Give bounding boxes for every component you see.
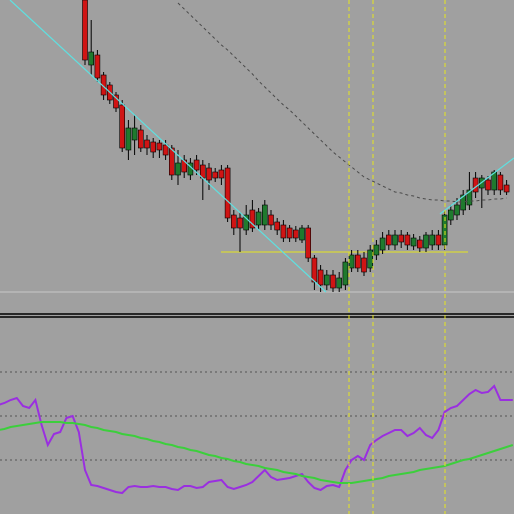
- candle-body: [485, 179, 491, 191]
- candle-body: [491, 171, 498, 191]
- candle-body: [379, 237, 386, 251]
- candle-body: [299, 227, 305, 241]
- candle-body: [429, 234, 436, 246]
- candle-body: [342, 261, 349, 286]
- candle-body: [503, 184, 510, 193]
- candle-body: [286, 227, 293, 239]
- candle-body: [336, 277, 343, 289]
- candle-body: [119, 104, 125, 149]
- candle-body: [305, 227, 312, 259]
- candle-body: [131, 127, 138, 141]
- candle-body: [224, 167, 231, 219]
- candle-body: [423, 234, 429, 249]
- candle-body: [354, 254, 361, 269]
- candle-body: [330, 274, 336, 289]
- candle-body: [280, 224, 287, 239]
- trend-line: [9, 0, 327, 293]
- candle-body: [348, 254, 355, 269]
- candle-body: [237, 217, 243, 229]
- candle-body: [416, 239, 423, 249]
- candle-body: [169, 147, 175, 176]
- indicator-line: [0, 421, 514, 484]
- candle-body: [255, 211, 262, 226]
- candle-body: [100, 74, 107, 96]
- candle-body: [125, 127, 132, 151]
- candle-body: [212, 171, 218, 179]
- candle-body: [193, 159, 200, 171]
- candle-body: [249, 209, 256, 229]
- candle-body: [113, 94, 119, 109]
- candle-body: [156, 142, 163, 151]
- candle-body: [144, 139, 150, 149]
- candle-body: [82, 0, 88, 61]
- candle-body: [323, 274, 330, 286]
- candle-body: [466, 189, 473, 206]
- candle-body: [497, 174, 504, 191]
- candle-body: [175, 162, 181, 176]
- candle-body: [447, 209, 454, 221]
- candle-body: [261, 204, 268, 226]
- candle-body: [150, 141, 156, 153]
- candle-body: [138, 129, 144, 149]
- indicator-line: [0, 384, 513, 495]
- candle-body: [317, 269, 324, 286]
- candle-body: [274, 221, 281, 231]
- candle-body: [404, 234, 411, 246]
- candle-body: [218, 169, 225, 179]
- candle-body: [361, 257, 367, 273]
- candle-body: [435, 234, 442, 246]
- candle-body: [206, 167, 212, 181]
- candle-body: [410, 237, 417, 247]
- candle-body: [367, 249, 374, 269]
- candle-body: [398, 234, 405, 243]
- candle-body: [88, 51, 94, 66]
- candle-body: [392, 234, 398, 246]
- candle-body: [268, 214, 274, 226]
- candle-body: [373, 244, 380, 256]
- candle-body: [243, 214, 249, 231]
- candle-body: [231, 214, 237, 229]
- trend-line: [439, 157, 514, 215]
- candle-body: [292, 229, 299, 239]
- indicator-panel: [0, 371, 514, 495]
- candle-body: [94, 54, 101, 79]
- candle-body: [181, 159, 187, 173]
- candle-body: [311, 257, 318, 283]
- candle-body: [162, 144, 169, 156]
- candle-body: [454, 204, 460, 216]
- candle-body: [385, 234, 392, 246]
